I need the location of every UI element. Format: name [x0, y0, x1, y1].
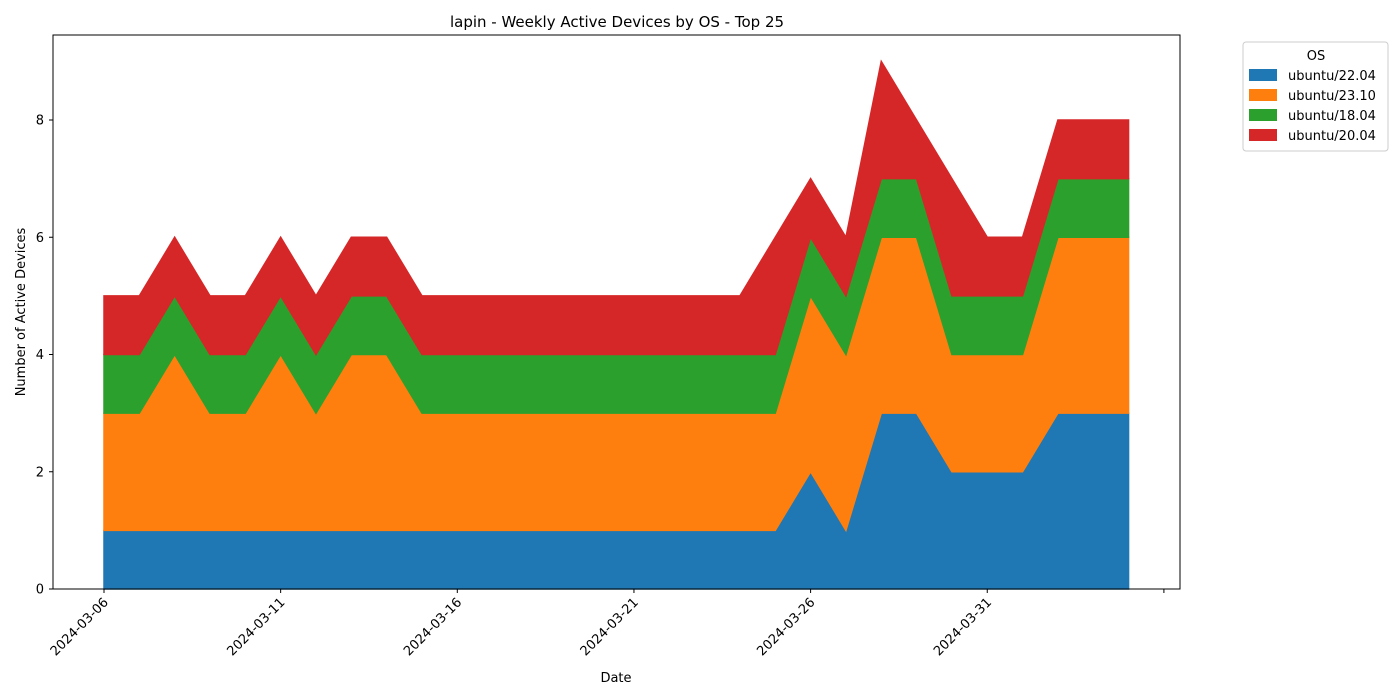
legend-label-3: ubuntu/20.04 — [1288, 129, 1376, 144]
x-axis-label: Date — [600, 671, 631, 686]
x-tick-label-1: 2024-03-11 — [224, 595, 288, 659]
y-tick-label-1: 2 — [36, 465, 44, 480]
x-axis: 2024-03-06 2024-03-11 2024-03-16 2024-03-21… — [48, 589, 1165, 659]
x-tick-label-2: 2024-03-16 — [401, 595, 465, 659]
x-tick-label-0: 2024-03-06 — [48, 595, 112, 659]
chart-title: lapin - Weekly Active Devices by OS - To… — [450, 13, 784, 31]
legend-swatch-3 — [1249, 129, 1277, 141]
legend-label-1: ubuntu/23.10 — [1288, 89, 1376, 104]
legend-box — [1242, 41, 1389, 152]
legend-swatch-0 — [1249, 69, 1277, 81]
legend-swatch-1 — [1249, 89, 1277, 101]
y-tick-label-0: 0 — [36, 583, 44, 598]
y-tick-label-4: 8 — [36, 114, 44, 129]
legend: OS ubuntu/22.04 ubuntu/23.10 ubuntu/18.04 u… — [1242, 41, 1389, 152]
y-axis: 0 2 4 6 8 — [36, 114, 53, 598]
area-series-3 — [103, 59, 1130, 356]
y-axis-label: Number of Active Devices — [14, 227, 29, 396]
legend-label-0: ubuntu/22.04 — [1288, 69, 1376, 84]
legend-swatch-2 — [1249, 109, 1277, 121]
legend-label-2: ubuntu/18.04 — [1288, 109, 1376, 124]
x-tick-label-4: 2024-03-26 — [754, 595, 818, 659]
plot-frame — [52, 34, 1181, 590]
plot-areas — [103, 59, 1130, 590]
y-tick-label-2: 4 — [36, 348, 44, 363]
y-tick-label-3: 6 — [36, 231, 44, 246]
x-tick-label-3: 2024-03-21 — [578, 595, 642, 659]
legend-title: OS — [1307, 49, 1325, 64]
x-tick-label-5: 2024-03-31 — [931, 595, 995, 659]
